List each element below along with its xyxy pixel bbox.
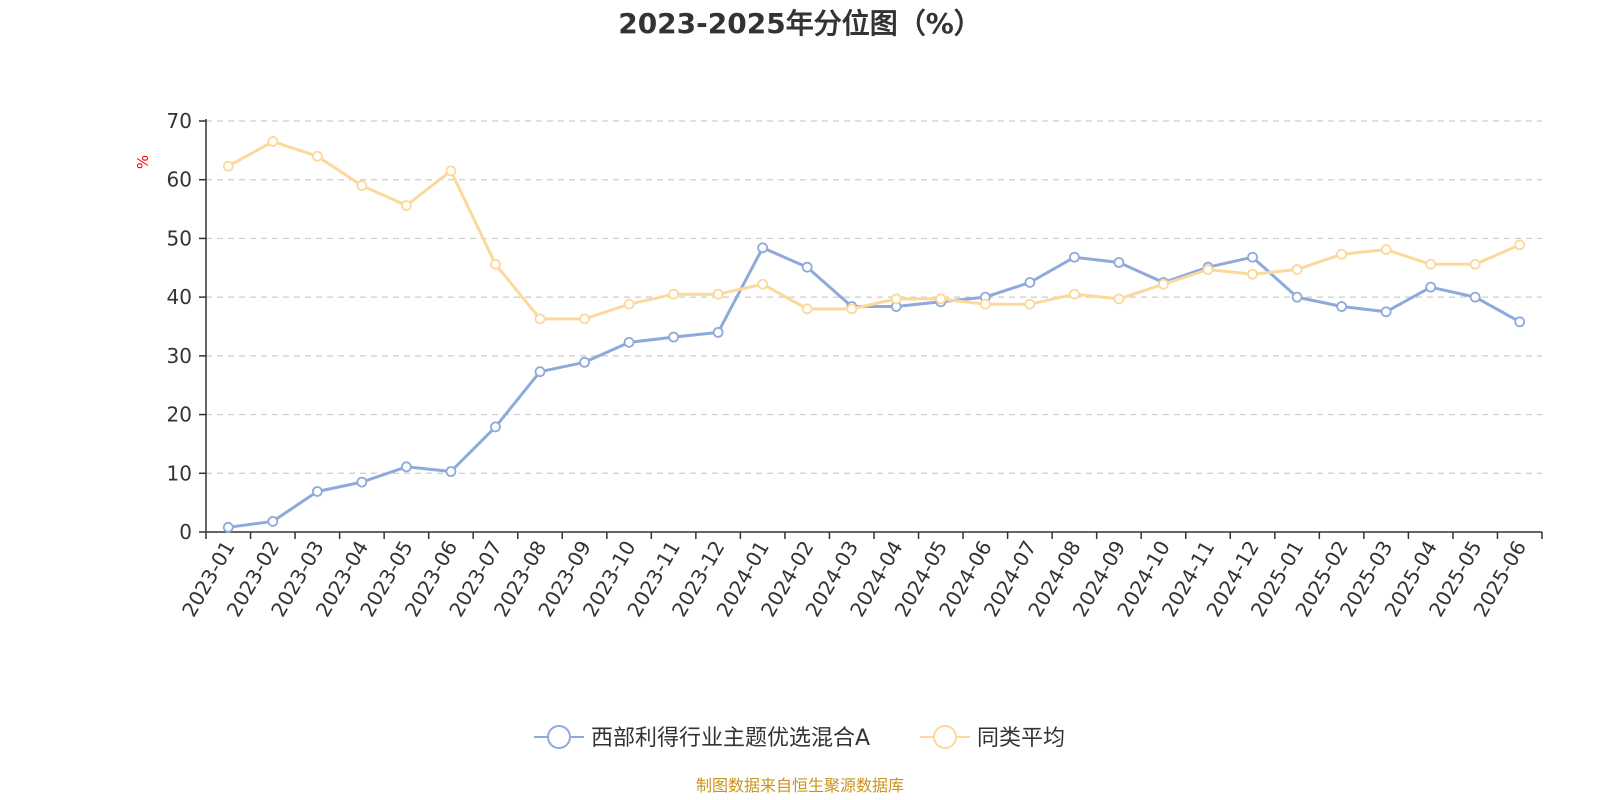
data-point[interactable] xyxy=(1469,291,1481,303)
legend[interactable]: 西部利得行业主题优选混合A 同类平均 xyxy=(534,725,1065,751)
y-tick-label: 0 xyxy=(179,520,192,544)
data-point[interactable] xyxy=(1380,306,1392,318)
chart-title: 2023-2025年分位图（%） xyxy=(618,7,982,40)
y-tick-label: 60 xyxy=(167,168,192,192)
data-point[interactable] xyxy=(1069,251,1080,263)
data-point[interactable] xyxy=(712,326,724,338)
data-point[interactable] xyxy=(579,356,590,368)
data-point[interactable] xyxy=(400,461,412,473)
data-point[interactable] xyxy=(1469,258,1481,270)
data-point[interactable] xyxy=(445,466,457,477)
legend-label: 同类平均 xyxy=(977,726,1065,751)
data-point[interactable] xyxy=(1113,293,1125,305)
legend-item[interactable]: 西部利得行业主题优选混合A xyxy=(534,725,870,751)
data-point[interactable] xyxy=(445,165,457,177)
data-point[interactable] xyxy=(712,288,724,300)
data-point[interactable] xyxy=(1024,277,1036,288)
data-point[interactable] xyxy=(1336,301,1347,312)
x-axis: 2023-012023-022023-032023-042023-052023-… xyxy=(177,531,1543,621)
data-point[interactable] xyxy=(1514,239,1526,251)
legend-marker xyxy=(547,725,571,749)
data-point[interactable] xyxy=(1247,251,1258,263)
data-point[interactable] xyxy=(623,336,635,348)
series-2 xyxy=(222,136,1526,325)
data-point[interactable] xyxy=(534,313,546,325)
data-point[interactable] xyxy=(356,476,368,488)
data-point[interactable] xyxy=(757,278,769,290)
data-point[interactable] xyxy=(1336,248,1347,260)
legend-marker xyxy=(933,725,957,749)
data-point[interactable] xyxy=(490,258,501,270)
data-point[interactable] xyxy=(579,313,590,325)
y-tick-label: 20 xyxy=(167,403,192,427)
data-point[interactable] xyxy=(757,242,769,254)
data-point[interactable] xyxy=(1425,258,1437,270)
data-point[interactable] xyxy=(356,180,368,191)
data-point[interactable] xyxy=(623,298,635,310)
data-point[interactable] xyxy=(846,303,858,315)
data-point[interactable] xyxy=(1291,264,1303,275)
data-point[interactable] xyxy=(490,421,501,433)
data-point[interactable] xyxy=(1291,291,1303,303)
data-point[interactable] xyxy=(1069,288,1080,300)
data-point[interactable] xyxy=(1247,268,1258,280)
data-point[interactable] xyxy=(222,160,234,172)
grid-lines xyxy=(206,120,1542,474)
y-tick-label: 70 xyxy=(167,109,192,133)
data-point[interactable] xyxy=(668,288,679,300)
y-axis: 0 10 20 30 40 50 60 70 xyxy=(167,109,207,544)
y-tick-label: 40 xyxy=(167,285,192,309)
data-point[interactable] xyxy=(801,303,813,315)
data-point[interactable] xyxy=(668,331,679,343)
data-point[interactable] xyxy=(311,486,323,497)
data-point[interactable] xyxy=(311,150,323,162)
data-point[interactable] xyxy=(1113,257,1125,268)
y-axis-unit: % xyxy=(134,155,152,169)
data-point[interactable] xyxy=(534,366,546,378)
data-point[interactable] xyxy=(1514,316,1526,328)
data-point[interactable] xyxy=(267,516,279,527)
y-tick-label: 30 xyxy=(167,344,192,368)
data-point[interactable] xyxy=(979,298,991,310)
data-point[interactable] xyxy=(400,200,412,211)
y-tick-label: 10 xyxy=(167,461,192,485)
data-point[interactable] xyxy=(801,261,813,273)
series-layer xyxy=(222,136,1526,533)
series-line xyxy=(227,140,1521,321)
legend-item[interactable]: 同类平均 xyxy=(920,725,1065,751)
data-point[interactable] xyxy=(1158,278,1169,290)
data-point[interactable] xyxy=(1380,244,1392,255)
data-point[interactable] xyxy=(935,293,947,305)
data-point[interactable] xyxy=(222,521,234,533)
y-tick-label: 50 xyxy=(167,226,192,250)
legend-label: 西部利得行业主题优选混合A xyxy=(591,726,870,751)
series-1 xyxy=(222,242,1526,533)
data-point[interactable] xyxy=(1425,281,1437,293)
series-line xyxy=(228,246,1521,529)
data-point[interactable] xyxy=(267,136,279,147)
data-point[interactable] xyxy=(1202,264,1214,275)
data-point[interactable] xyxy=(890,293,902,305)
data-point[interactable] xyxy=(1024,298,1036,310)
data-source: 制图数据来自恒生聚源数据库 xyxy=(696,776,904,795)
